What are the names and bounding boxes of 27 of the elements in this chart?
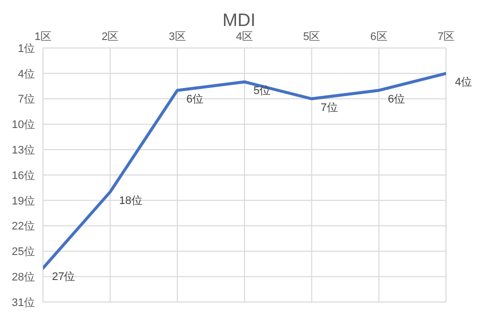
y-tick-label: 13位 — [12, 144, 35, 157]
y-tick-label: 1位 — [18, 42, 35, 55]
y-tick-label: 10位 — [12, 119, 35, 132]
y-tick-label: 31位 — [12, 296, 35, 309]
y-tick-label: 22位 — [12, 220, 35, 233]
chart-title: MDI — [222, 10, 256, 31]
data-label: 6位 — [388, 93, 405, 106]
x-tick-label: 7区 — [437, 31, 455, 43]
data-label: 7位 — [320, 102, 338, 114]
y-tick-label: 7位 — [18, 94, 35, 106]
line-series — [43, 72, 446, 270]
x-tick-label: 3区 — [168, 31, 186, 43]
data-label: 5位 — [254, 84, 271, 97]
data-label: 6位 — [186, 93, 204, 106]
y-tick-label: 25位 — [12, 246, 35, 258]
data-label: 18位 — [119, 194, 142, 207]
data-label: 4位 — [455, 76, 472, 88]
x-tick-label: 6区 — [370, 31, 388, 43]
y-tick-label: 4位 — [18, 68, 35, 80]
x-tick-label: 4区 — [236, 31, 254, 43]
x-tick-label: 1区 — [34, 31, 52, 43]
y-tick-label: 19位 — [12, 195, 35, 208]
y-tick-label: 28位 — [12, 272, 35, 284]
y-tick-label: 16位 — [12, 170, 35, 182]
data-label: 27位 — [52, 271, 76, 284]
x-tick-label: 2区 — [102, 31, 119, 43]
x-tick-label: 5区 — [303, 31, 320, 43]
